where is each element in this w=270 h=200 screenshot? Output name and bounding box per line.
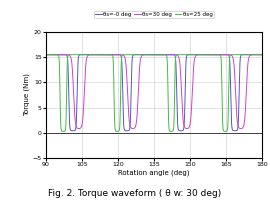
Legend: θs=-0 deg, θs=30 deg, θs=25 deg: θs=-0 deg, θs=30 deg, θs=25 deg <box>94 11 214 18</box>
θs=30 deg <box>233 70 236 72</box>
X-axis label: Rotation angle (deg): Rotation angle (deg) <box>118 170 190 176</box>
θs=30 deg <box>137 94 140 96</box>
θs=30 deg <box>69 55 72 58</box>
θs=25 deg <box>136 53 140 56</box>
Y-axis label: Torque (Nm): Torque (Nm) <box>23 74 30 116</box>
θs=25 deg <box>170 130 173 132</box>
θs=-0 deg <box>71 130 75 132</box>
θs=-0 deg <box>233 130 236 132</box>
θs=30 deg <box>82 110 85 112</box>
θs=25 deg <box>82 53 85 56</box>
θs=30 deg <box>44 53 48 56</box>
θs=25 deg <box>256 53 259 56</box>
θs=30 deg <box>127 114 130 116</box>
θs=25 deg <box>233 53 236 56</box>
θs=25 deg <box>44 53 48 56</box>
θs=25 deg <box>260 53 264 56</box>
θs=30 deg <box>256 53 259 56</box>
θs=-0 deg <box>44 53 48 56</box>
Line: θs=30 deg: θs=30 deg <box>46 55 262 129</box>
θs=-0 deg <box>69 129 72 131</box>
θs=30 deg <box>131 127 134 130</box>
θs=-0 deg <box>137 53 140 56</box>
θs=25 deg <box>69 53 72 56</box>
Text: Fig. 2. Torque waveform ( θ w: 30 deg): Fig. 2. Torque waveform ( θ w: 30 deg) <box>48 189 222 198</box>
θs=-0 deg <box>260 53 264 56</box>
Line: θs=25 deg: θs=25 deg <box>46 55 262 131</box>
θs=-0 deg <box>127 129 130 132</box>
θs=-0 deg <box>82 53 85 56</box>
θs=25 deg <box>127 53 130 56</box>
θs=30 deg <box>260 53 264 56</box>
Line: θs=-0 deg: θs=-0 deg <box>46 55 262 131</box>
θs=-0 deg <box>256 53 259 56</box>
